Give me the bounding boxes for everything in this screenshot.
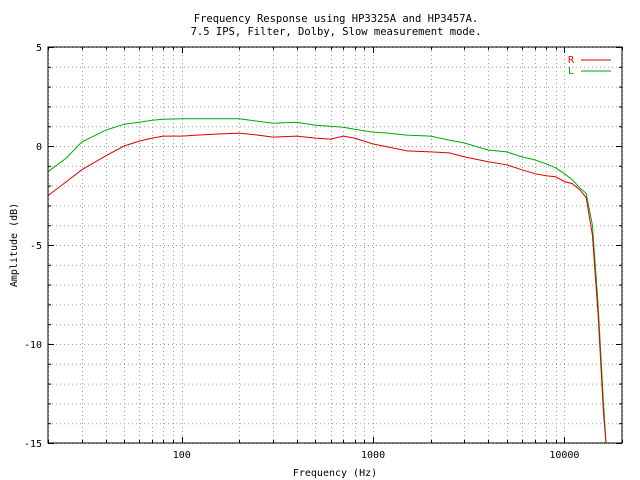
chart-subtitle: 7.5 IPS, Filter, Dolby, Slow measurement…	[191, 26, 482, 38]
y-tick-label: -10	[24, 340, 42, 351]
grid-lines	[48, 47, 623, 444]
y-tick-label: -5	[30, 241, 42, 252]
legend-label-r: R	[568, 55, 575, 66]
y-tick-label: 5	[36, 43, 42, 54]
legend: RL	[568, 55, 611, 77]
x-tick-label: 1000	[361, 450, 385, 461]
series-line-l	[47, 118, 607, 444]
plot-border	[47, 46, 623, 444]
x-axis-label: Frequency (Hz)	[293, 468, 377, 479]
x-tick-label: 10000	[549, 450, 579, 461]
series-layer	[47, 118, 607, 444]
series-line-r	[47, 132, 607, 444]
x-tick-label: 100	[173, 450, 191, 461]
y-tick-label: 0	[36, 142, 42, 153]
tick-labels: 5 0 -5 -10 -15 100 1000 10000	[24, 43, 580, 461]
legend-label-l: L	[568, 66, 574, 77]
y-axis-label: Amplitude (dB)	[9, 203, 20, 287]
y-tick-label: -15	[24, 439, 42, 450]
chart-title: Frequency Response using HP3325A and HP3…	[194, 13, 478, 25]
